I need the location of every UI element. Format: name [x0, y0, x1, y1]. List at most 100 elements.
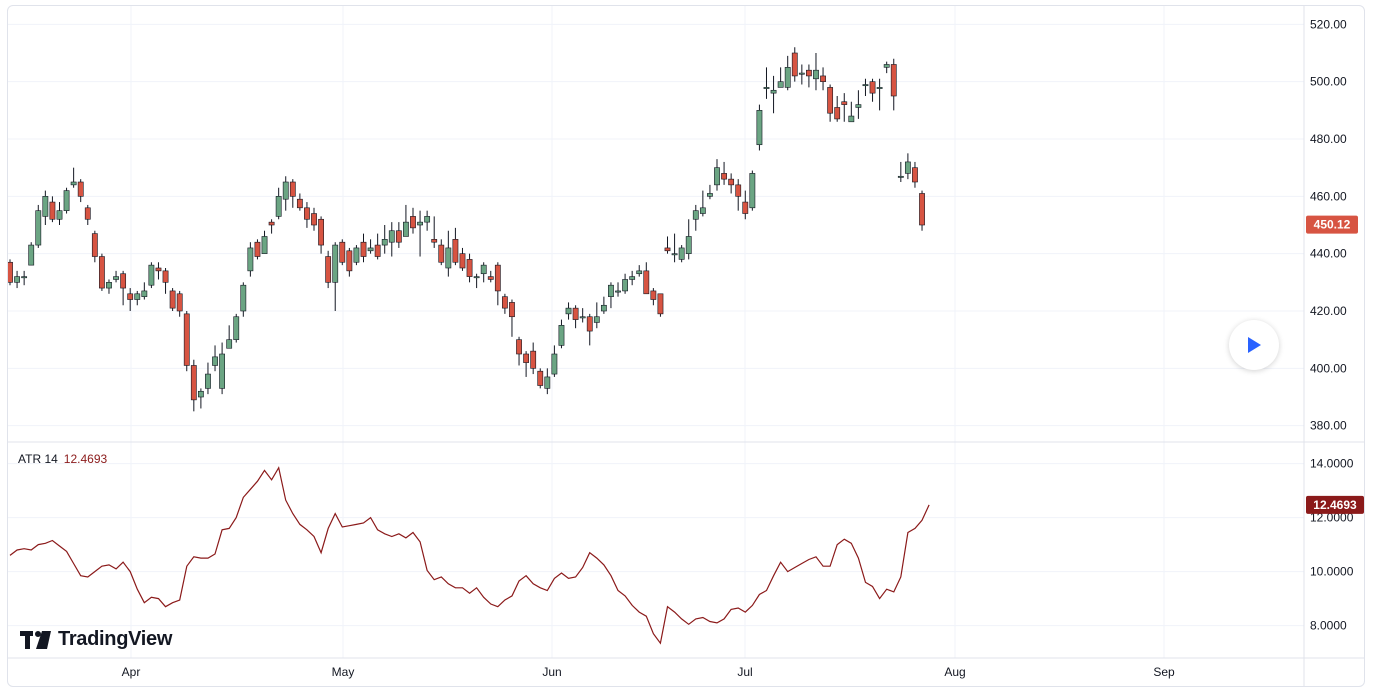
candle-up[interactable] [197, 388, 204, 409]
candle-down[interactable] [806, 64, 812, 88]
candle-down[interactable] [360, 233, 367, 263]
candle-up[interactable] [233, 313, 240, 343]
candle-down[interactable] [501, 293, 508, 314]
candle-up[interactable] [367, 239, 374, 254]
candle-down[interactable] [657, 293, 664, 317]
candle-up[interactable] [275, 187, 282, 220]
candle-up[interactable] [141, 282, 148, 300]
tradingview-logo[interactable]: TradingView [20, 628, 172, 651]
candle-down[interactable] [452, 227, 459, 266]
candle-down[interactable] [487, 270, 494, 283]
candle-down[interactable] [339, 239, 346, 266]
candle-up[interactable] [403, 204, 409, 237]
play-button[interactable] [1229, 320, 1279, 370]
candle-down[interactable] [346, 247, 353, 277]
candle-down[interactable] [190, 359, 197, 412]
candle-up[interactable] [699, 190, 706, 217]
candle-down[interactable] [410, 207, 416, 234]
candle-up[interactable] [897, 161, 904, 182]
candle-up[interactable] [707, 184, 713, 200]
candle-up[interactable] [798, 64, 805, 85]
candle-up[interactable] [42, 190, 49, 225]
candle-up[interactable] [106, 279, 112, 294]
candle-down[interactable] [827, 84, 834, 122]
candle-up[interactable] [473, 273, 480, 289]
candle-down[interactable] [84, 204, 91, 225]
candle-down[interactable] [572, 305, 579, 329]
candle-up[interactable] [770, 75, 777, 114]
candle-down[interactable] [664, 236, 671, 254]
candle-down[interactable] [155, 262, 162, 280]
candle-up[interactable] [205, 362, 211, 395]
candle-up[interactable] [749, 170, 756, 211]
candle-up[interactable] [282, 176, 289, 211]
candle-up[interactable] [904, 153, 911, 180]
candle-up[interactable] [28, 242, 35, 266]
candle-down[interactable] [841, 93, 848, 122]
candle-down[interactable] [296, 193, 303, 211]
candle-down[interactable] [530, 342, 537, 375]
candle-up[interactable] [678, 245, 685, 263]
candle-down[interactable] [91, 230, 98, 263]
candle-up[interactable] [240, 282, 247, 317]
candle-up[interactable] [862, 78, 869, 96]
candle-up[interactable] [35, 204, 42, 248]
chart-svg[interactable]: Apr May Jun Jul Aug Sep 520.00 500.00 480.00 460.… [8, 6, 1365, 687]
candle-up[interactable] [14, 270, 20, 289]
candle-up[interactable] [848, 101, 855, 123]
candle-up[interactable] [876, 78, 883, 111]
candle-up[interactable] [424, 210, 431, 231]
candle-up[interactable] [692, 204, 699, 231]
candle-down[interactable] [120, 270, 127, 306]
atr-line[interactable] [9, 466, 930, 645]
candle-down[interactable] [721, 161, 727, 185]
candle-up[interactable] [813, 53, 819, 91]
candle-up[interactable] [763, 67, 770, 99]
candle-up[interactable] [148, 262, 155, 289]
candle-down[interactable] [8, 259, 13, 286]
candle-up[interactable] [56, 202, 63, 225]
candle-down[interactable] [586, 313, 593, 346]
candle-up[interactable] [777, 67, 784, 88]
candle-down[interactable] [183, 311, 190, 372]
candle-down[interactable] [890, 58, 897, 111]
candle-down[interactable] [431, 216, 438, 248]
candle-down[interactable] [318, 216, 324, 254]
candle-down[interactable] [509, 299, 515, 337]
candle-up[interactable] [608, 282, 614, 309]
candle-down[interactable] [834, 96, 841, 122]
candle-up[interactable] [636, 265, 643, 277]
candle-up[interactable] [212, 345, 218, 372]
candle-down[interactable] [791, 47, 798, 82]
candle-up[interactable] [558, 319, 565, 349]
candle-up[interactable] [615, 282, 621, 297]
candle-down[interactable] [912, 161, 918, 188]
atr-legend[interactable]: ATR 14 12.4693 [18, 452, 107, 466]
candle-down[interactable] [494, 262, 501, 306]
candle-up[interactable] [622, 273, 628, 294]
candle-up[interactable] [21, 270, 28, 286]
candle-down[interactable] [650, 288, 657, 306]
candle-down[interactable] [268, 219, 275, 234]
candle-up[interactable] [353, 245, 360, 266]
candle-up[interactable] [226, 325, 233, 349]
candle-up[interactable] [388, 222, 395, 257]
candle-up[interactable] [593, 302, 600, 329]
candle-up[interactable] [247, 242, 254, 277]
candle-down[interactable] [325, 250, 332, 289]
candle-up[interactable] [134, 290, 141, 306]
candle-down[interactable] [537, 368, 544, 389]
candle-down[interactable] [49, 196, 56, 223]
candle-up[interactable] [600, 296, 607, 314]
candle-down[interactable] [374, 233, 381, 260]
candle-down[interactable] [77, 179, 84, 203]
candle-up[interactable] [714, 159, 720, 191]
candle-down[interactable] [869, 78, 876, 102]
candle-down[interactable] [127, 288, 134, 311]
candle-up[interactable] [113, 270, 119, 283]
candle-down[interactable] [304, 202, 310, 228]
candle-up[interactable] [332, 242, 339, 311]
candle-up[interactable] [70, 167, 77, 188]
candle-down[interactable] [516, 336, 522, 366]
candle-down[interactable] [459, 247, 466, 271]
